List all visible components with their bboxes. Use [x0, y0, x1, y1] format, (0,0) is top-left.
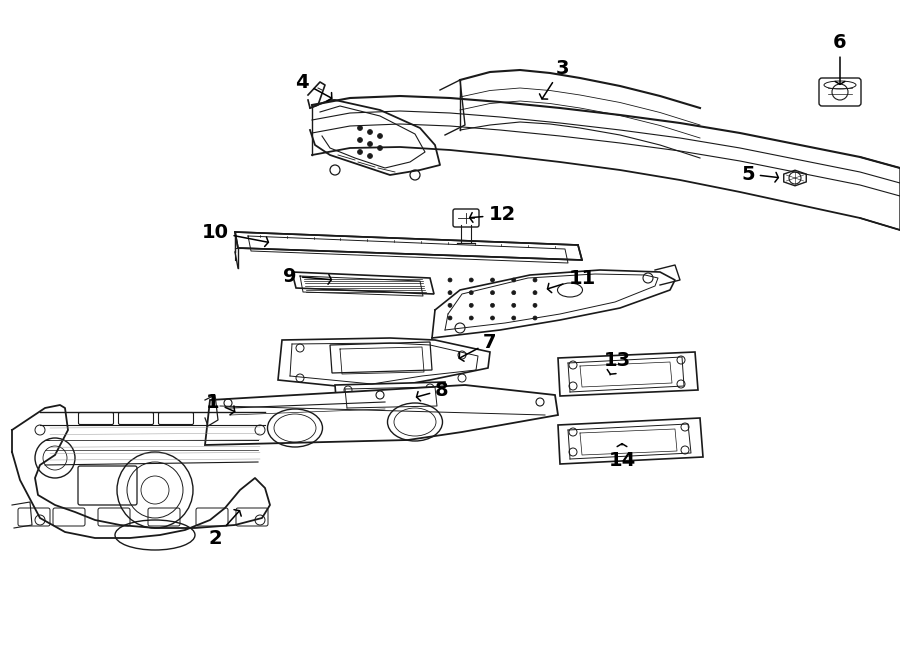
Text: 10: 10 — [202, 223, 268, 247]
Circle shape — [377, 145, 382, 151]
Polygon shape — [235, 232, 582, 260]
Text: 8: 8 — [417, 381, 449, 401]
Circle shape — [512, 291, 516, 295]
Circle shape — [377, 134, 382, 139]
Circle shape — [448, 303, 452, 307]
Polygon shape — [292, 272, 434, 294]
Circle shape — [533, 278, 537, 282]
Text: 2: 2 — [208, 510, 241, 547]
Text: 4: 4 — [295, 73, 332, 101]
Text: 7: 7 — [459, 332, 497, 361]
Text: 3: 3 — [539, 59, 569, 99]
Circle shape — [491, 303, 494, 307]
Circle shape — [367, 130, 373, 134]
Circle shape — [491, 291, 494, 295]
Polygon shape — [330, 342, 432, 373]
Circle shape — [367, 153, 373, 159]
Circle shape — [448, 291, 452, 295]
Circle shape — [512, 316, 516, 320]
Circle shape — [512, 278, 516, 282]
Circle shape — [533, 316, 537, 320]
Circle shape — [448, 316, 452, 320]
Circle shape — [469, 278, 473, 282]
Polygon shape — [558, 418, 703, 464]
Text: 11: 11 — [547, 268, 596, 293]
Circle shape — [367, 141, 373, 147]
Text: 12: 12 — [470, 206, 516, 225]
Circle shape — [469, 291, 473, 295]
Circle shape — [357, 137, 363, 143]
Text: 13: 13 — [603, 350, 631, 375]
Polygon shape — [558, 352, 698, 396]
Circle shape — [533, 303, 537, 307]
Polygon shape — [335, 382, 447, 411]
Circle shape — [491, 316, 494, 320]
Circle shape — [469, 316, 473, 320]
Text: 6: 6 — [833, 32, 847, 85]
Polygon shape — [278, 338, 490, 390]
Circle shape — [491, 278, 494, 282]
Circle shape — [357, 126, 363, 130]
Text: 5: 5 — [742, 165, 778, 184]
Text: 1: 1 — [206, 393, 235, 415]
Text: 14: 14 — [608, 444, 635, 469]
Circle shape — [357, 149, 363, 155]
Circle shape — [469, 303, 473, 307]
Text: 9: 9 — [284, 266, 331, 286]
Circle shape — [448, 278, 452, 282]
Circle shape — [512, 303, 516, 307]
Circle shape — [533, 291, 537, 295]
Polygon shape — [205, 385, 558, 445]
